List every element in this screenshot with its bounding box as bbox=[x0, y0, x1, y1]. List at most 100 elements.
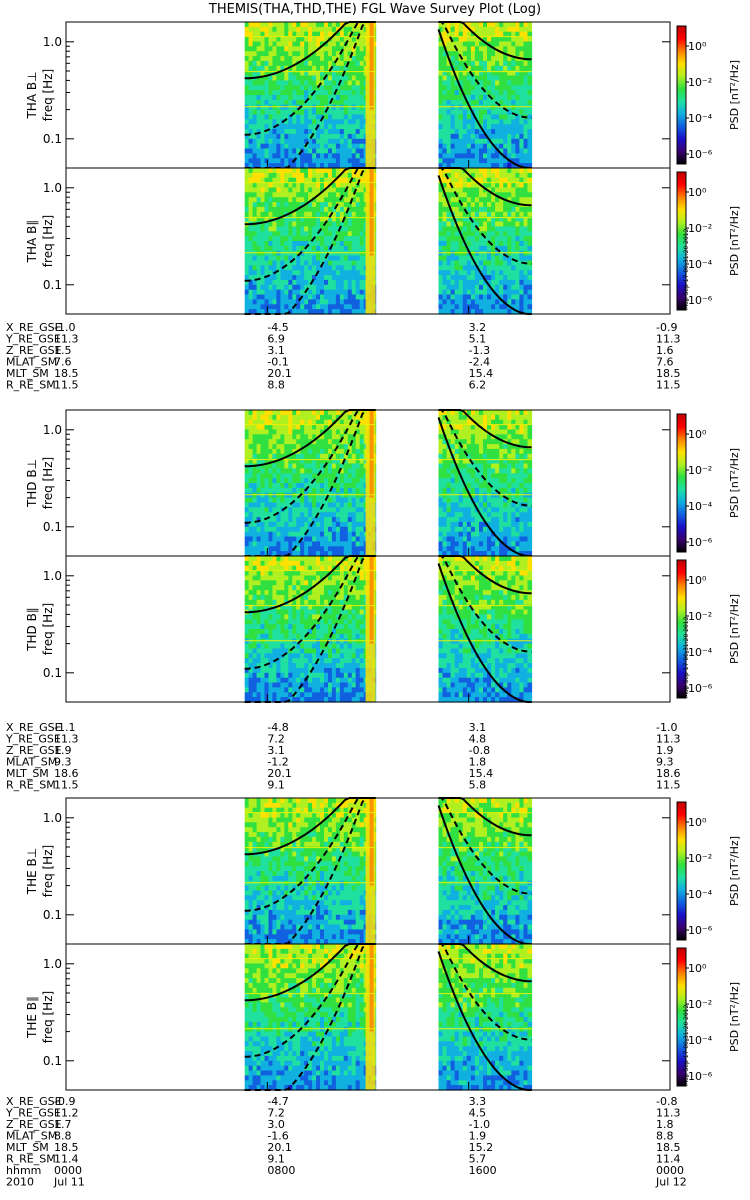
spectrogram-cell bbox=[466, 202, 472, 208]
spectrogram-cell bbox=[523, 197, 529, 203]
spectrogram-cell bbox=[479, 289, 484, 296]
spectrogram-cell bbox=[252, 182, 258, 189]
spectrogram-cell bbox=[462, 541, 468, 547]
spectrogram-cell bbox=[351, 289, 357, 296]
spectrogram-cell bbox=[499, 138, 504, 145]
spectrogram-cell bbox=[495, 148, 500, 154]
spectrogram-cell bbox=[515, 260, 520, 266]
spectrogram-cell bbox=[466, 531, 472, 538]
spectrogram-cell bbox=[450, 414, 456, 421]
spectrogram-cell bbox=[351, 129, 357, 135]
spectrogram-cell bbox=[454, 95, 460, 101]
spectrogram-cell bbox=[339, 453, 345, 460]
spectrogram-cell bbox=[454, 255, 460, 262]
spectrogram-cell bbox=[260, 143, 266, 150]
spectrogram-cell bbox=[268, 85, 274, 91]
spectrogram-cell bbox=[343, 531, 349, 538]
spectrogram-cell bbox=[331, 521, 337, 528]
spectrogram-cell bbox=[515, 60, 520, 67]
spectrogram-cell bbox=[491, 182, 496, 189]
spectrogram-cell bbox=[320, 197, 325, 203]
spectrogram-cell bbox=[458, 241, 464, 247]
spectrogram-cell bbox=[260, 468, 266, 474]
spectrogram-cell bbox=[442, 119, 448, 125]
spectrogram-cell bbox=[446, 158, 452, 164]
spectrogram-cell bbox=[446, 109, 452, 116]
spectrogram-cell bbox=[320, 526, 325, 533]
spectrogram-cell bbox=[450, 270, 456, 276]
spectrogram-cell bbox=[450, 221, 456, 227]
spectrogram-cell bbox=[264, 424, 270, 431]
spectrogram-cell bbox=[347, 434, 353, 440]
spectrogram-cell bbox=[442, 444, 448, 450]
spectrogram-cell bbox=[300, 473, 305, 479]
spectrogram-cell bbox=[264, 551, 270, 557]
spectrogram-cell bbox=[442, 497, 448, 504]
spectrogram-cell bbox=[256, 468, 262, 474]
spectrogram-cell bbox=[446, 133, 452, 140]
spectrogram-cell bbox=[446, 478, 452, 484]
spectrogram-cell bbox=[248, 299, 254, 305]
spectrogram-cell bbox=[359, 221, 365, 227]
spectrogram-cell bbox=[264, 304, 270, 310]
spectrogram-cell bbox=[450, 124, 456, 130]
spectrogram-cell bbox=[256, 226, 262, 232]
spectrogram-cell bbox=[347, 231, 353, 237]
spectrogram-cell bbox=[454, 245, 460, 252]
spectrogram-cell bbox=[304, 434, 309, 440]
spectrogram-cell bbox=[324, 22, 329, 28]
spectrogram-cell bbox=[312, 158, 317, 164]
spectrogram-cell bbox=[355, 31, 361, 38]
spectrogram-cell bbox=[280, 46, 285, 52]
spectrogram-cell bbox=[351, 236, 357, 242]
spectrogram-cell bbox=[495, 168, 500, 174]
spectrogram-cell bbox=[331, 85, 337, 91]
spectrogram-cell bbox=[355, 546, 361, 552]
spectrogram-cell bbox=[256, 463, 262, 469]
spectrogram-cell bbox=[450, 56, 456, 62]
spectrogram-cell bbox=[260, 26, 266, 33]
spectrogram-cell bbox=[446, 507, 452, 513]
spectrogram-cell bbox=[296, 410, 301, 416]
spectrogram-cell bbox=[515, 284, 520, 291]
spectrogram-cell bbox=[256, 51, 262, 57]
spectrogram-cell bbox=[292, 255, 297, 262]
spectrogram-cell bbox=[260, 51, 266, 57]
spectrogram-cell bbox=[355, 231, 361, 237]
spectrogram-cell bbox=[296, 80, 301, 86]
spectrogram-cell bbox=[300, 85, 305, 91]
spectrogram-cell bbox=[515, 65, 520, 72]
spectrogram-cell bbox=[442, 468, 448, 474]
spectrogram-cell bbox=[515, 41, 520, 47]
spectrogram-cell bbox=[316, 526, 321, 533]
spectrogram-cell bbox=[438, 90, 444, 96]
spectrogram-cell bbox=[466, 182, 472, 189]
spectrogram-cell bbox=[292, 458, 297, 465]
spectrogram-cell bbox=[268, 512, 274, 518]
spectrogram-cell bbox=[458, 463, 464, 469]
spectrogram-cell bbox=[324, 172, 329, 179]
spectrogram-cell bbox=[256, 414, 262, 421]
spectrogram-cell bbox=[296, 279, 301, 286]
spectrogram-cell bbox=[280, 70, 285, 77]
spectrogram-cell bbox=[442, 236, 448, 242]
spectrogram-cell bbox=[312, 487, 317, 494]
spectrogram-cell bbox=[284, 429, 289, 435]
spectrogram-cell bbox=[343, 60, 349, 67]
spectrogram-cell bbox=[454, 114, 460, 120]
spectrogram-cell bbox=[511, 260, 516, 266]
spectrogram-cell bbox=[442, 41, 448, 47]
spectrogram-cell bbox=[331, 255, 337, 262]
spectrogram-cell bbox=[523, 85, 529, 91]
spectrogram-cell bbox=[351, 80, 357, 86]
spectrogram-cell bbox=[491, 70, 496, 77]
spectrogram-cell bbox=[328, 75, 333, 81]
spectrogram-cell bbox=[331, 546, 337, 552]
spectrogram-cell bbox=[470, 211, 476, 218]
spectrogram-cell bbox=[331, 51, 337, 57]
spectrogram-cell bbox=[324, 492, 329, 499]
spectrogram-cell bbox=[442, 163, 448, 169]
spectrogram-cell bbox=[479, 414, 484, 421]
spectrogram-cell bbox=[519, 299, 524, 305]
spectrogram-cell bbox=[442, 245, 448, 252]
